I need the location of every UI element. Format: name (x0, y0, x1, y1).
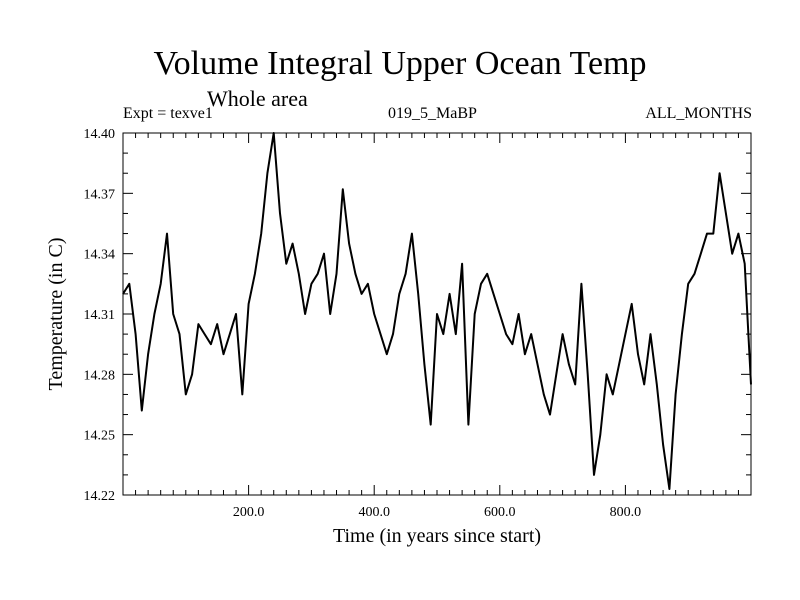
tick-marks (123, 132, 751, 496)
y-tick-label: 14.25 (84, 429, 116, 444)
y-tick-label: 14.31 (84, 308, 116, 323)
y-tick-label: 14.22 (84, 489, 116, 504)
x-tick-label: 200.0 (233, 505, 265, 520)
chart-subtitle: Whole area (207, 86, 308, 111)
y-tick-label: 14.28 (84, 368, 116, 383)
tick-labels: 14.22 14.25 14.28 14.31 14.34 14.37 14.40 200.0… (84, 127, 642, 520)
run-label: 019_5_MaBP (388, 105, 477, 122)
months-label: ALL_MONTHS (645, 105, 752, 122)
y-tick-label: 14.40 (84, 127, 116, 142)
y-tick-label: 14.34 (84, 248, 116, 263)
temperature-series-line (122, 132, 752, 490)
chart-title: Volume Integral Upper Ocean Temp (153, 45, 647, 82)
x-tick-label: 600.0 (484, 505, 516, 520)
y-tick-label: 14.37 (84, 187, 116, 202)
experiment-label: Expt = texve1 (123, 105, 213, 122)
x-axis-title: Time (in years since start) (333, 525, 541, 547)
x-tick-label: 800.0 (610, 505, 642, 520)
x-tick-label: 400.0 (358, 505, 390, 520)
y-axis-title: Temperature (in C) (45, 238, 67, 391)
